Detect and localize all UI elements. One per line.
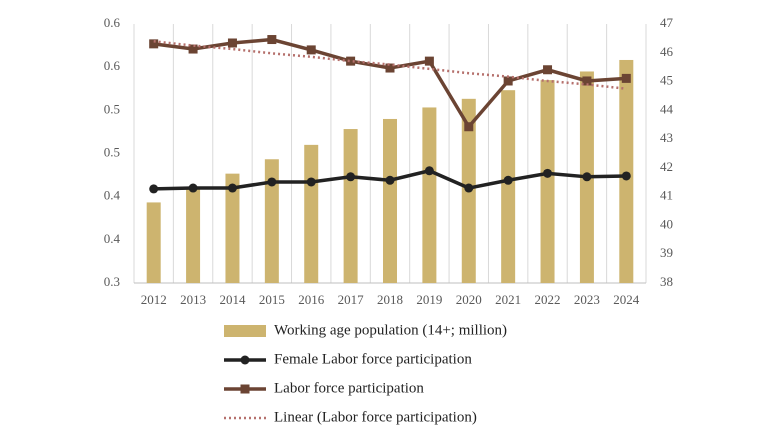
y2-tick-label: 45 xyxy=(660,73,673,88)
point xyxy=(227,183,237,193)
y2-tick-label: 43 xyxy=(660,130,673,145)
point xyxy=(306,45,316,55)
y2-tick-label: 41 xyxy=(660,188,673,203)
point xyxy=(503,76,513,86)
y-tick-label: 0.4 xyxy=(104,188,121,203)
bar xyxy=(383,118,397,283)
x-tick-label: 2019 xyxy=(416,292,442,307)
line xyxy=(153,40,627,90)
y-tick-label: 0.6 xyxy=(104,15,121,30)
x-tick-label: 2017 xyxy=(338,292,365,307)
point xyxy=(582,76,592,86)
y-tick-label: 0.6 xyxy=(104,58,121,73)
x-tick-label: 2022 xyxy=(535,292,561,307)
point xyxy=(346,172,356,182)
line xyxy=(153,37,627,130)
y2-tick-label: 39 xyxy=(660,245,673,260)
bar xyxy=(264,159,279,283)
point xyxy=(346,56,356,66)
point xyxy=(543,65,553,75)
point xyxy=(149,184,159,194)
x-tick-label: 2014 xyxy=(219,292,246,307)
legend-label: Linear (Labor force participation) xyxy=(274,409,477,425)
y2-tick-label: 46 xyxy=(660,44,674,59)
point xyxy=(188,44,198,54)
x-tick-label: 2024 xyxy=(613,292,640,307)
bar xyxy=(422,107,437,283)
point xyxy=(621,171,631,181)
x-tick-label: 2023 xyxy=(574,292,600,307)
point xyxy=(464,122,474,132)
point xyxy=(503,175,513,185)
x-tick-label: 2015 xyxy=(259,292,285,307)
bar xyxy=(343,129,358,283)
point xyxy=(424,56,434,66)
point xyxy=(543,168,553,178)
legend-swatch xyxy=(224,325,266,337)
point xyxy=(582,172,592,182)
x-tick-label: 2018 xyxy=(377,292,403,307)
x-tick-label: 2013 xyxy=(180,292,206,307)
y2-tick-label: 42 xyxy=(660,159,673,174)
legend-marker xyxy=(240,355,250,365)
bar xyxy=(304,144,319,283)
point xyxy=(227,38,237,48)
legend-label: Female Labor force participation xyxy=(274,351,472,367)
x-tick-label: 2016 xyxy=(298,292,325,307)
bar xyxy=(225,173,240,283)
point xyxy=(385,175,395,185)
x-tick-label: 2021 xyxy=(495,292,521,307)
point xyxy=(188,183,198,193)
point xyxy=(385,63,395,73)
x-tick-label: 2012 xyxy=(141,292,167,307)
y2-tick-label: 47 xyxy=(660,15,674,30)
point xyxy=(621,73,631,83)
point xyxy=(267,35,277,45)
bar xyxy=(501,90,516,283)
y-tick-label: 0.5 xyxy=(104,101,120,116)
point xyxy=(306,177,316,187)
x-tick-label: 2020 xyxy=(456,292,482,307)
y2-tick-label: 40 xyxy=(660,216,673,231)
legend-label: Labor force participation xyxy=(274,380,424,396)
bar xyxy=(146,202,161,283)
y-tick-label: 0.4 xyxy=(104,231,121,246)
point xyxy=(267,177,277,187)
bar xyxy=(540,80,555,283)
legend-marker xyxy=(240,384,250,394)
point xyxy=(464,183,474,193)
legend-label: Working age population (14+; million) xyxy=(274,322,507,338)
point xyxy=(149,39,159,49)
y-tick-label: 0.3 xyxy=(104,274,120,289)
point xyxy=(424,166,434,176)
y2-tick-label: 38 xyxy=(660,274,673,289)
y-tick-label: 0.5 xyxy=(104,144,120,159)
bar xyxy=(186,188,201,283)
y2-tick-label: 44 xyxy=(660,101,674,116)
